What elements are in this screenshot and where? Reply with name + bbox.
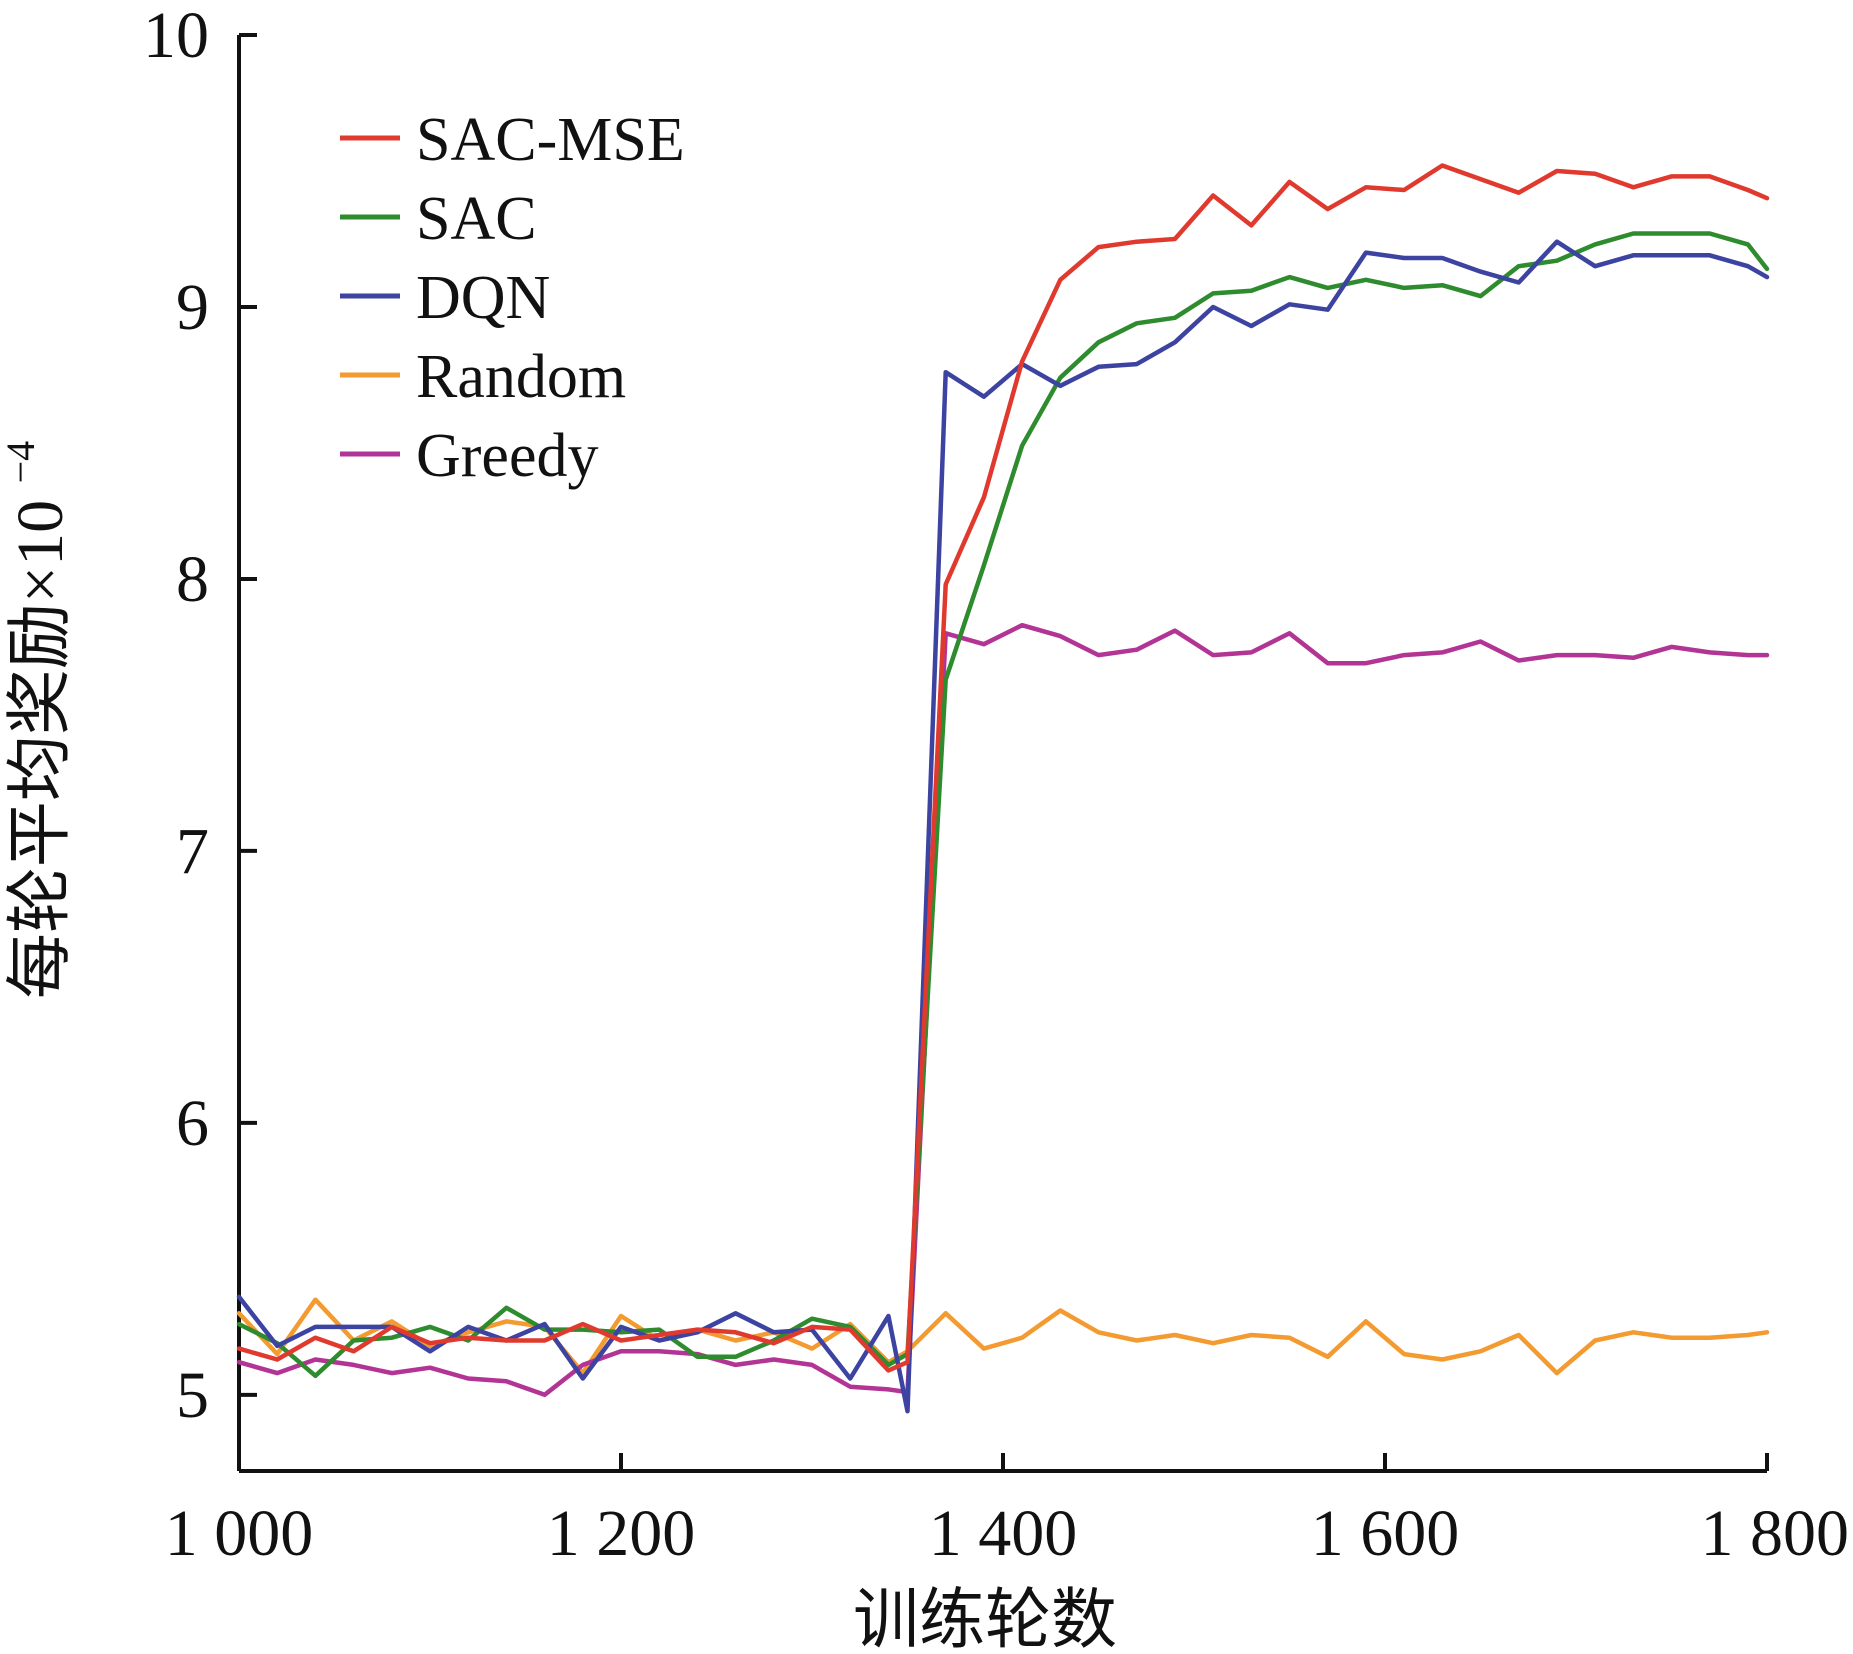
x-axis-title: 训练轮数 [853,1584,1117,1654]
x-tick-label: 1 200 [547,1497,696,1570]
y-tick-label: 5 [176,1359,209,1432]
y-tick-label: 10 [143,0,209,72]
y-axis-title-main: 每轮平均奖励×10 [4,500,77,999]
series-line-sac-mse [236,163,1770,1373]
x-tick-label: 1 800 [1701,1497,1850,1570]
legend-label-random: Random [416,343,626,411]
y-axis-title-exponent: −4 [0,441,43,484]
axes: 5 6 7 8 9 10 1 000 1 200 1 400 1 600 1 800 [143,0,1849,1570]
y-tick-label: 9 [176,271,209,344]
series-line-dqn [236,239,1770,1414]
y-ticks: 5 6 7 8 9 10 [143,0,257,1432]
x-tick-label: 1 600 [1311,1497,1460,1570]
legend-label-sac-mse: SAC-MSE [416,106,685,174]
y-axis-title: 每轮平均奖励×10 −4 [0,441,77,999]
legend-label-greedy: Greedy [416,422,598,490]
y-tick-label: 8 [176,543,209,616]
x-tick-label: 1 400 [929,1497,1078,1570]
y-tick-label: 6 [176,1087,209,1160]
legend: SAC-MSE SAC DQN Random Greedy [340,106,685,490]
series-group [236,163,1770,1414]
y-tick-label: 7 [176,815,209,888]
x-ticks: 1 000 1 200 1 400 1 600 1 800 [165,1453,1849,1570]
legend-label-sac: SAC [416,185,537,253]
legend-label-dqn: DQN [416,264,550,332]
series-line-random [236,1297,1770,1376]
series-line-sac [236,231,1770,1379]
series-line-greedy [236,622,1770,1398]
x-tick-label: 1 000 [165,1497,314,1570]
